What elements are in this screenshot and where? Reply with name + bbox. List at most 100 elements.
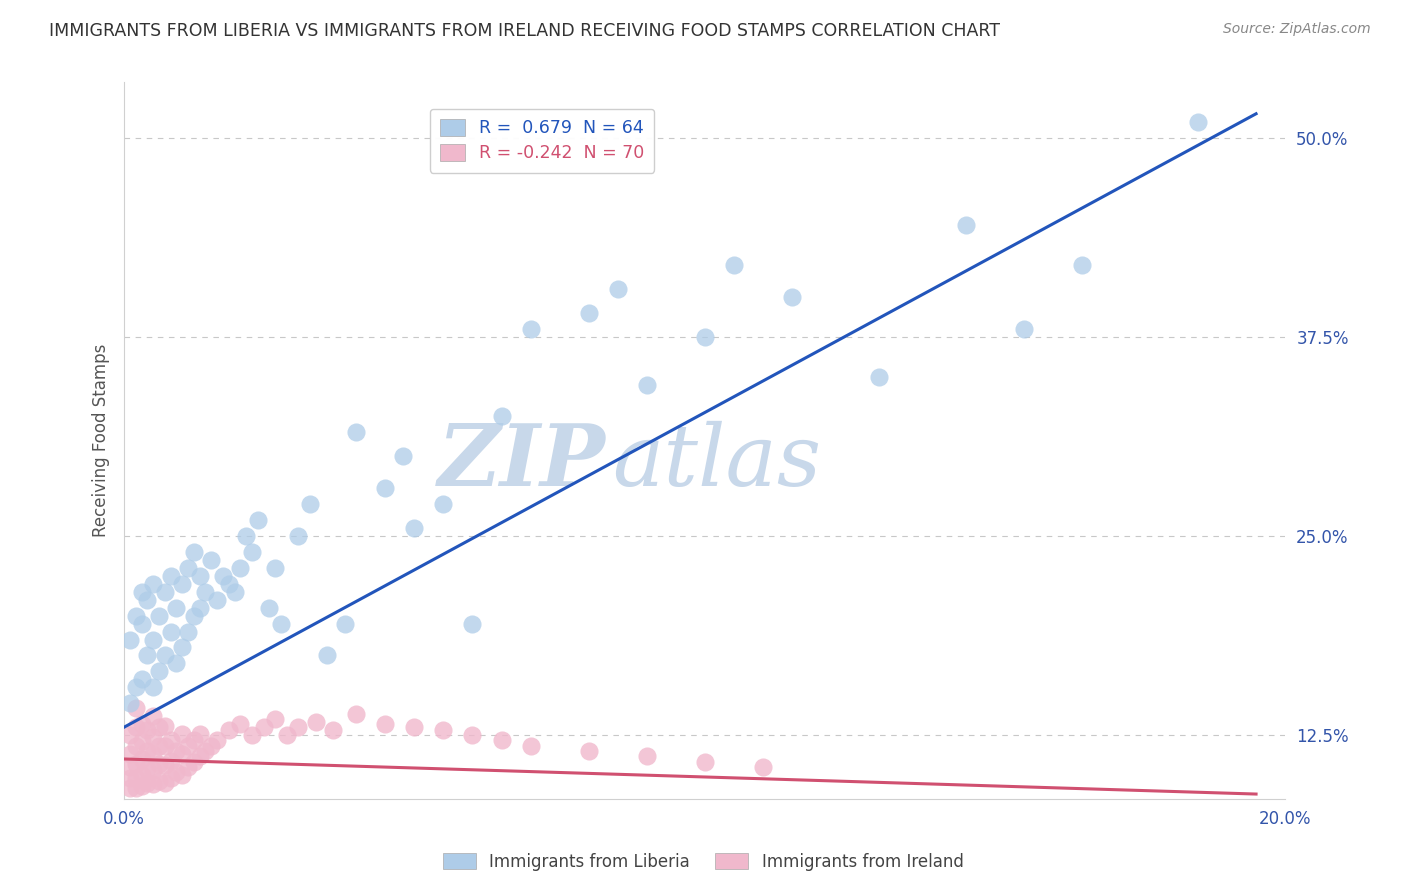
Point bbox=[578, 306, 600, 320]
Point bbox=[1012, 322, 1035, 336]
Point bbox=[136, 592, 159, 607]
Point bbox=[118, 780, 141, 795]
Point bbox=[118, 632, 141, 647]
Point bbox=[183, 608, 205, 623]
Point bbox=[183, 732, 205, 747]
Point bbox=[172, 640, 194, 655]
Point bbox=[205, 732, 228, 747]
Point bbox=[404, 720, 426, 734]
Point bbox=[142, 730, 165, 744]
Point bbox=[136, 776, 159, 790]
Point bbox=[125, 756, 148, 771]
Point bbox=[153, 758, 176, 772]
Point bbox=[287, 529, 309, 543]
Point bbox=[142, 681, 165, 695]
Point bbox=[252, 720, 274, 734]
Point bbox=[229, 717, 252, 731]
Point bbox=[131, 734, 153, 748]
Point bbox=[142, 709, 165, 723]
Point bbox=[142, 576, 165, 591]
Point bbox=[461, 616, 484, 631]
Point bbox=[188, 568, 211, 582]
Point bbox=[780, 290, 803, 304]
Point bbox=[131, 616, 153, 631]
Point bbox=[118, 696, 141, 710]
Point bbox=[305, 715, 328, 730]
Point bbox=[159, 754, 181, 768]
Point bbox=[298, 497, 321, 511]
Point bbox=[333, 616, 356, 631]
Point bbox=[148, 665, 170, 679]
Text: IMMIGRANTS FROM LIBERIA VS IMMIGRANTS FROM IRELAND RECEIVING FOOD STAMPS CORRELA: IMMIGRANTS FROM LIBERIA VS IMMIGRANTS FR… bbox=[49, 22, 1000, 40]
Point bbox=[131, 584, 153, 599]
Point bbox=[118, 760, 141, 774]
Point bbox=[188, 748, 211, 763]
Point bbox=[166, 764, 188, 779]
Point bbox=[125, 701, 148, 715]
Point bbox=[142, 763, 165, 777]
Point bbox=[136, 723, 159, 738]
Point bbox=[142, 632, 165, 647]
Point bbox=[578, 744, 600, 758]
Point bbox=[868, 369, 890, 384]
Point bbox=[166, 744, 188, 758]
Point bbox=[148, 756, 170, 771]
Point bbox=[159, 624, 181, 639]
Point bbox=[136, 648, 159, 663]
Point bbox=[177, 760, 200, 774]
Point bbox=[131, 752, 153, 766]
Point bbox=[432, 723, 454, 738]
Point bbox=[229, 561, 252, 575]
Point bbox=[264, 561, 287, 575]
Point bbox=[177, 624, 200, 639]
Point bbox=[188, 600, 211, 615]
Point bbox=[183, 755, 205, 769]
Point bbox=[153, 739, 176, 754]
Point bbox=[136, 744, 159, 758]
Point bbox=[205, 592, 228, 607]
Point bbox=[224, 584, 246, 599]
Point bbox=[125, 739, 148, 754]
Point bbox=[148, 739, 170, 754]
Point bbox=[153, 718, 176, 732]
Point bbox=[344, 707, 367, 722]
Point bbox=[693, 330, 716, 344]
Point bbox=[177, 561, 200, 575]
Point bbox=[235, 529, 257, 543]
Point bbox=[172, 726, 194, 740]
Point bbox=[287, 720, 309, 734]
Point bbox=[125, 608, 148, 623]
Point bbox=[136, 762, 159, 776]
Point bbox=[153, 776, 176, 790]
Point bbox=[491, 409, 513, 424]
Point bbox=[153, 584, 176, 599]
Point bbox=[153, 648, 176, 663]
Point bbox=[240, 728, 263, 742]
Legend: Immigrants from Liberia, Immigrants from Ireland: Immigrants from Liberia, Immigrants from… bbox=[434, 845, 972, 880]
Point bbox=[125, 720, 148, 734]
Point bbox=[240, 545, 263, 559]
Point bbox=[432, 497, 454, 511]
Point bbox=[183, 545, 205, 559]
Point bbox=[751, 760, 773, 774]
Point bbox=[322, 723, 344, 738]
Point bbox=[148, 720, 170, 734]
Point bbox=[172, 747, 194, 762]
Point bbox=[374, 481, 396, 495]
Point bbox=[264, 712, 287, 726]
Point bbox=[142, 747, 165, 762]
Point bbox=[200, 739, 222, 754]
Point bbox=[693, 755, 716, 769]
Point bbox=[131, 717, 153, 731]
Point bbox=[118, 771, 141, 785]
Point bbox=[218, 723, 240, 738]
Text: Source: ZipAtlas.com: Source: ZipAtlas.com bbox=[1223, 22, 1371, 37]
Point bbox=[1071, 258, 1094, 272]
Point bbox=[1187, 114, 1209, 128]
Point bbox=[606, 282, 628, 296]
Point bbox=[159, 732, 181, 747]
Point bbox=[461, 728, 484, 742]
Point bbox=[177, 739, 200, 754]
Point bbox=[125, 681, 148, 695]
Point bbox=[270, 616, 292, 631]
